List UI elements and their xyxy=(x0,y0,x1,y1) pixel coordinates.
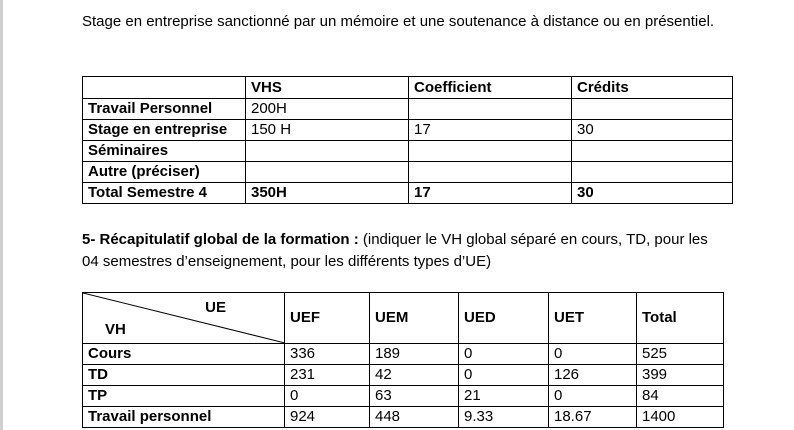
table-header-row: VHS Coefficient Crédits xyxy=(82,76,733,99)
table-row: Cours 336 189 0 0 525 xyxy=(82,343,724,365)
intro-paragraph: Stage en entreprise sanctionné par un mé… xyxy=(82,13,715,30)
cell-coefficient xyxy=(408,161,572,183)
table-row: Travail Personnel 200H xyxy=(82,98,733,120)
cell: 1400 xyxy=(636,406,724,428)
cell: 0 xyxy=(458,343,549,365)
cell-vhs: 350H xyxy=(245,182,409,204)
row-label: Séminaires xyxy=(82,140,246,162)
cell-coefficient xyxy=(408,140,572,162)
cell: 42 xyxy=(369,364,459,386)
header-cell-uem: UEM xyxy=(369,292,459,344)
corner-label-ue: UE xyxy=(205,299,226,316)
header-cell-vhs: VHS xyxy=(245,76,409,99)
cell-credits xyxy=(571,161,733,183)
cell: 126 xyxy=(548,364,637,386)
table-row: Séminaires xyxy=(82,140,733,162)
table-row: TD 231 42 0 126 399 xyxy=(82,364,724,386)
header-cell-credits: Crédits xyxy=(571,76,733,99)
cell-coefficient: 17 xyxy=(408,182,572,204)
cell-coefficient: 17 xyxy=(408,119,572,141)
cell-vhs xyxy=(245,161,409,183)
table-row: Autre (préciser) xyxy=(82,161,733,183)
cell: 189 xyxy=(369,343,459,365)
cell: 525 xyxy=(636,343,724,365)
table-row: Stage en entreprise 150 H 17 30 xyxy=(82,119,733,141)
cell-credits xyxy=(571,98,733,120)
cell: 21 xyxy=(458,385,549,407)
cell: 63 xyxy=(369,385,459,407)
cell-credits xyxy=(571,140,733,162)
cell-credits: 30 xyxy=(571,182,733,204)
row-label: TD xyxy=(82,364,285,386)
cell: 84 xyxy=(636,385,724,407)
header-cell-uet: UET xyxy=(548,292,637,344)
semester4-table: VHS Coefficient Crédits Travail Personne… xyxy=(82,76,733,204)
section5-paragraph: 5- Récapitulatif global de la formation … xyxy=(82,229,722,273)
table-row: TP 0 63 21 0 84 xyxy=(82,385,724,407)
cell-credits: 30 xyxy=(571,119,733,141)
header-cell-total: Total xyxy=(636,292,724,344)
row-label: Travail personnel xyxy=(82,406,285,428)
header-cell xyxy=(82,76,246,99)
cell-vhs: 150 H xyxy=(245,119,409,141)
header-cell-ued: UED xyxy=(458,292,549,344)
table-row-total: Total Semestre 4 350H 17 30 xyxy=(82,182,733,204)
diagonal-header-cell: UE VH xyxy=(82,292,285,344)
cell: 0 xyxy=(548,343,637,365)
cell: 18.67 xyxy=(548,406,637,428)
cell: 9.33 xyxy=(458,406,549,428)
corner-label-vh: VH xyxy=(105,321,126,338)
cell-coefficient xyxy=(408,98,572,120)
cell: 924 xyxy=(284,406,370,428)
cell: 0 xyxy=(458,364,549,386)
cell-vhs xyxy=(245,140,409,162)
row-label: Autre (préciser) xyxy=(82,161,246,183)
header-cell-coefficient: Coefficient xyxy=(408,76,572,99)
cell: 0 xyxy=(284,385,370,407)
row-label: Cours xyxy=(82,343,285,365)
header-cell-uef: UEF xyxy=(284,292,370,344)
row-label: Total Semestre 4 xyxy=(82,182,246,204)
global-summary-table: UE VH UEF UEM UED UET Total Cours 336 18… xyxy=(82,292,724,428)
cell: 231 xyxy=(284,364,370,386)
diagonal-line xyxy=(83,293,284,343)
row-label: TP xyxy=(82,385,285,407)
section5-heading: 5- Récapitulatif global de la formation … xyxy=(82,231,359,248)
section5-text: (indiquer le VH global séparé en cours, … xyxy=(82,231,708,270)
page-edge xyxy=(0,0,3,430)
cell-vhs: 200H xyxy=(245,98,409,120)
row-label: Stage en entreprise xyxy=(82,119,246,141)
cell: 448 xyxy=(369,406,459,428)
row-label: Travail Personnel xyxy=(82,98,246,120)
cell: 336 xyxy=(284,343,370,365)
cell: 399 xyxy=(636,364,724,386)
cell: 0 xyxy=(548,385,637,407)
table-header-row: UE VH UEF UEM UED UET Total xyxy=(82,292,724,344)
table-row: Travail personnel 924 448 9.33 18.67 140… xyxy=(82,406,724,428)
